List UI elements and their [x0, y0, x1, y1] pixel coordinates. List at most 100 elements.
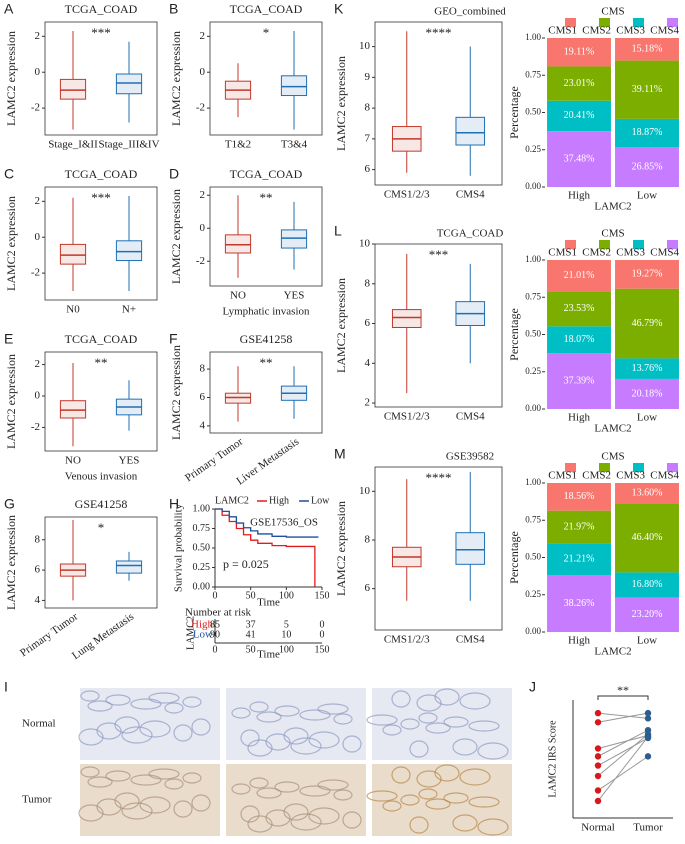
pair-line [597, 712, 649, 719]
y-tick-label: 1.00 [525, 477, 541, 487]
panel-label: H [169, 496, 179, 512]
x-tick-label: Low [637, 635, 657, 647]
y-axis-title: LAMC2 [185, 616, 196, 650]
plot-frame [44, 351, 158, 452]
y-tick-label: -2 [31, 102, 40, 114]
y-tick-label: 6 [365, 163, 371, 175]
box [59, 78, 87, 100]
box [59, 400, 87, 419]
legend-swatch [565, 463, 576, 472]
legend-swatch [565, 18, 576, 27]
tissue-texture [283, 727, 309, 745]
y-tick-label: 9 [365, 71, 371, 83]
y-tick-label: 0.00 [193, 581, 211, 592]
dot [594, 787, 602, 794]
bar-segment [547, 353, 611, 409]
legend-title: CMS [601, 6, 624, 18]
tissue-texture [191, 718, 211, 736]
tissue-texture [382, 724, 402, 736]
tissue-texture [121, 802, 153, 820]
tissue-texture [182, 772, 202, 784]
y-axis-title: Survival probability [173, 503, 185, 592]
x-tick-label: Low [637, 190, 657, 202]
x-tick-label: CMS4 [456, 634, 485, 646]
tissue-texture [87, 700, 113, 712]
plot-frame [209, 351, 323, 434]
y-tick-label: 0.50 [525, 552, 541, 562]
tissue-texture [434, 764, 460, 782]
box [280, 75, 308, 97]
risk-count: 41 [246, 629, 256, 640]
bar-segment [615, 597, 679, 632]
tissue-texture [231, 707, 251, 719]
significance: *** [429, 247, 449, 262]
y-tick-label: 1.00 [525, 254, 541, 264]
chart-title: TCGA_COAD [437, 228, 504, 240]
tissue-texture [418, 712, 438, 724]
significance: ** [617, 683, 629, 697]
y-tick-label: 2 [35, 358, 41, 370]
dot [594, 709, 602, 717]
tissue-texture [105, 694, 131, 706]
bar-label: 19.27% [632, 269, 663, 280]
pair-line [597, 736, 649, 802]
legend-label: High [269, 495, 289, 506]
plot-frame [209, 186, 323, 287]
x-tick-label: 150 [315, 590, 330, 601]
x-tick-label: CMS1/2/3 [384, 411, 430, 423]
plot-frame [44, 186, 158, 301]
bar-segment [615, 358, 679, 379]
bar-segment [547, 483, 611, 511]
legend-label: Low [311, 495, 330, 506]
tissue-texture [452, 738, 478, 756]
x-tick-label: T3&4 [281, 139, 308, 151]
y-axis-title: LAMC2 expression [169, 189, 183, 284]
significance: ** [95, 355, 108, 370]
x-tick-label: NO [230, 290, 246, 302]
bar-label: 21.01% [564, 270, 595, 281]
y-tick-label: 0.75 [193, 523, 211, 534]
y-tick-label: 1.00 [525, 32, 541, 42]
bar-label: 46.40% [632, 532, 663, 543]
significance: * [98, 520, 105, 535]
bar-segment [615, 503, 679, 573]
legend-label: CMS4 [650, 25, 679, 37]
y-tick-label: 0.25 [525, 144, 541, 154]
tissue-texture [425, 798, 451, 810]
y-tick-label: 0.00 [525, 181, 541, 191]
tissue-texture [114, 716, 140, 734]
y-axis-title: LAMC2 expression [334, 56, 348, 151]
risk-x-tick-label: 150 [315, 644, 330, 655]
legend-label: CMS4 [650, 470, 679, 482]
bar-label: 19.11% [564, 47, 594, 58]
panel-label: E [4, 331, 13, 347]
significance: *** [91, 25, 111, 40]
y-tick-label: 0.50 [193, 542, 211, 553]
x-tick-label: Stage_I&II [48, 139, 98, 151]
y-tick-label: 4 [35, 594, 41, 606]
tissue-texture [409, 740, 429, 758]
tissue-texture [121, 726, 153, 744]
dot [594, 753, 602, 760]
bar-segment [615, 146, 679, 187]
x-tick-label: 0 [213, 590, 218, 601]
box [391, 309, 422, 328]
tissue-texture [299, 785, 331, 797]
tissue-texture [366, 790, 398, 802]
bar-segment [547, 326, 611, 354]
bar-segment [547, 37, 611, 67]
legend-label: CMS2 [582, 25, 611, 37]
y-axis-title: LAMC2 expression [334, 501, 348, 596]
pair-line [597, 733, 649, 777]
x-tick-label: Tumor [633, 822, 663, 834]
y-tick-label: 0.75 [525, 291, 541, 301]
legend-swatch [667, 240, 678, 249]
bar-segment [547, 100, 611, 132]
y-tick-label: -2 [31, 421, 40, 433]
x-tick-label: NO [65, 455, 81, 467]
chart-title: GEO_combined [434, 6, 506, 18]
legend-swatch [599, 240, 610, 249]
tissue-texture [443, 792, 469, 804]
y-tick-label: 2 [200, 189, 206, 201]
y-tick-label: -2 [31, 267, 40, 279]
